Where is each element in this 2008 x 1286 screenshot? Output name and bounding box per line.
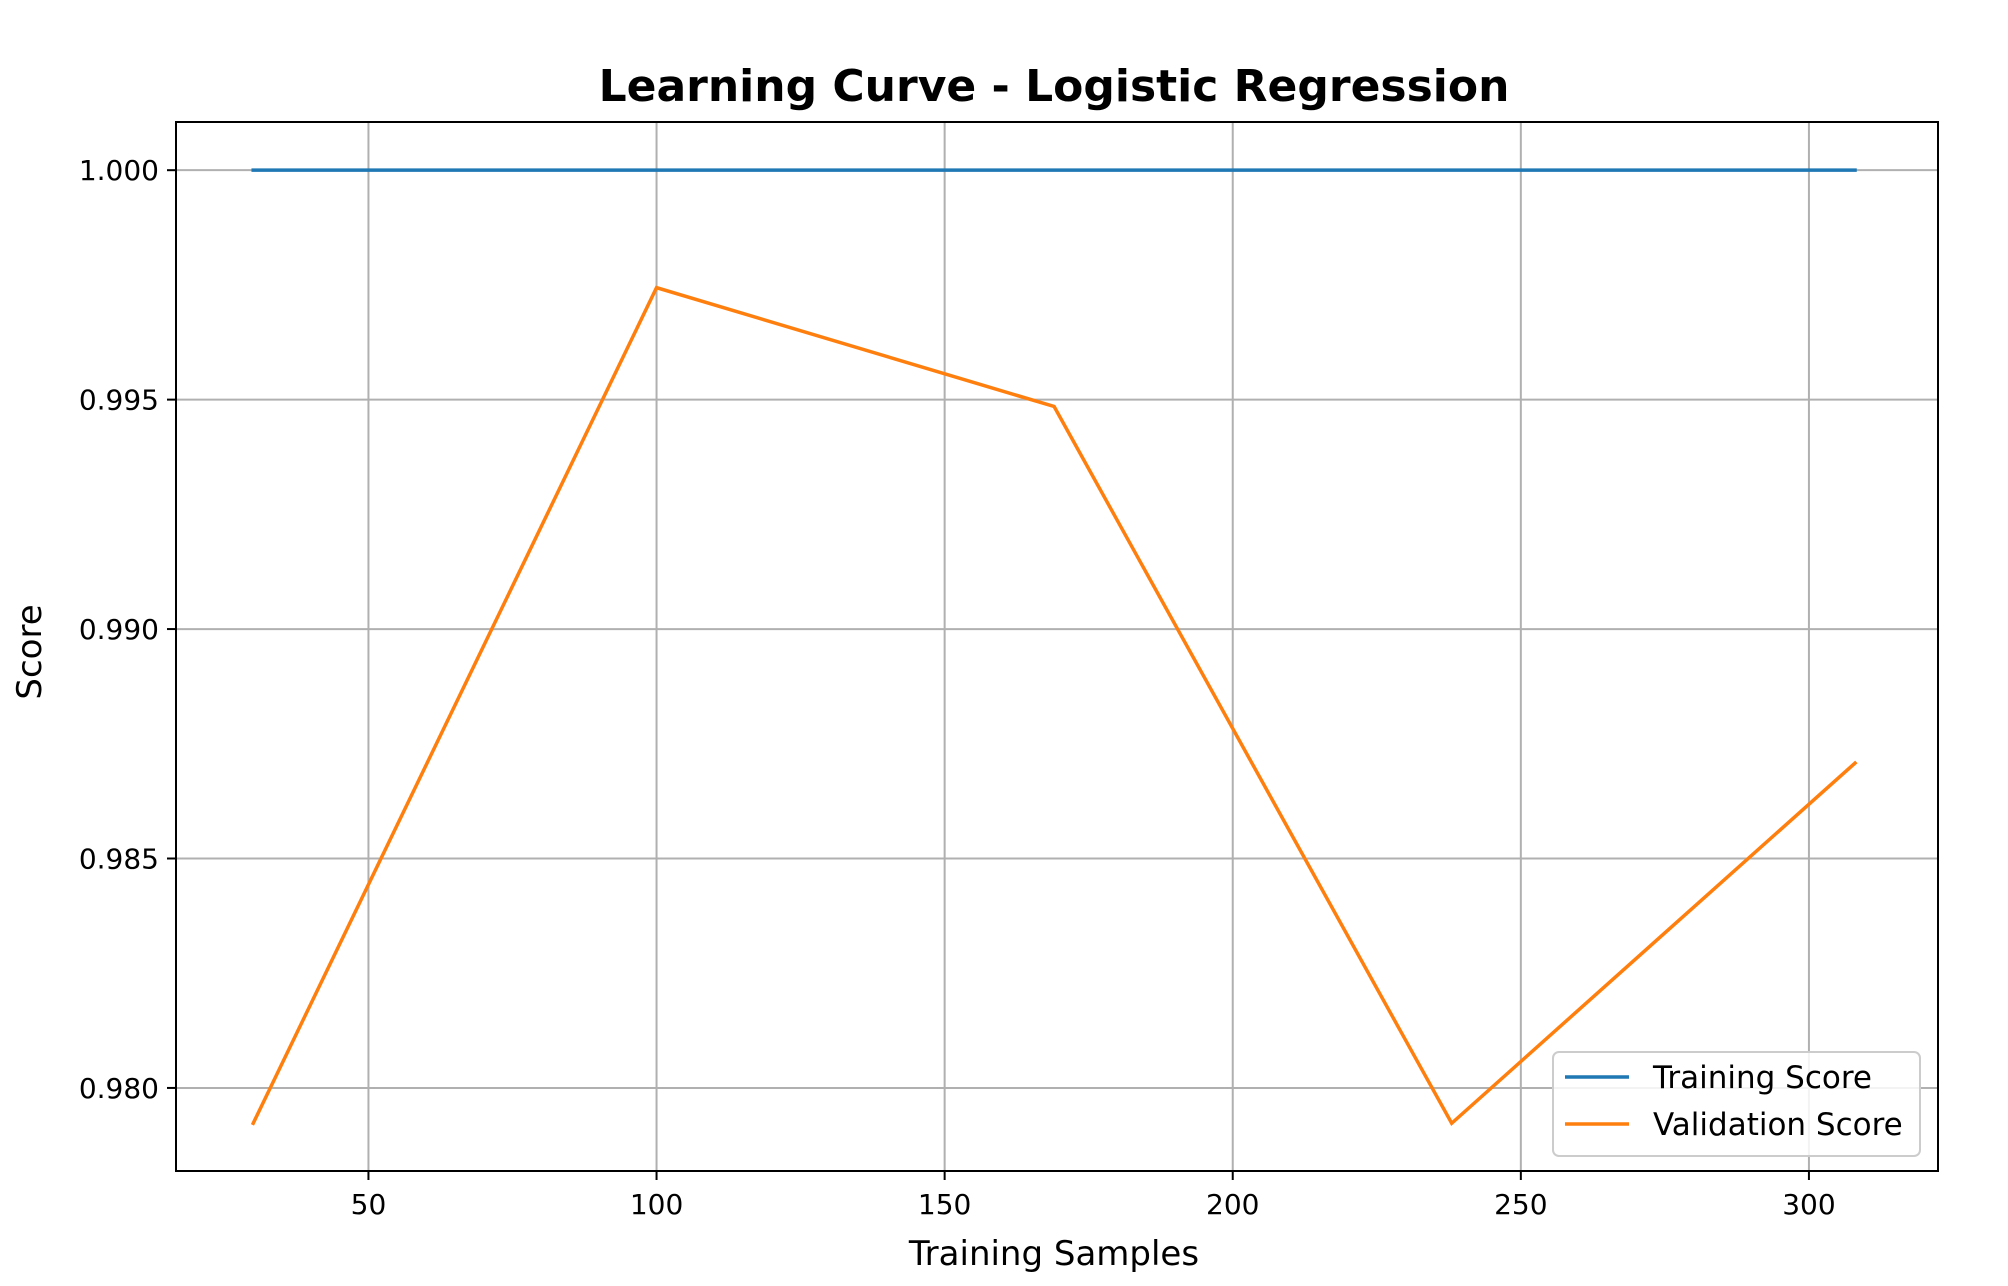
x-tick-label: 150	[918, 1188, 971, 1221]
y-axis-label: Score	[10, 604, 50, 699]
x-tick-label: 50	[351, 1188, 387, 1221]
y-tick-label: 1.000	[79, 154, 159, 187]
legend-label-training-score: Training Score	[1652, 1060, 1872, 1096]
series-layer	[250, 168, 1858, 1127]
legend-label-validation-score: Validation Score	[1653, 1107, 1903, 1143]
series-line-validation-score	[250, 285, 1858, 1127]
x-tick-label: 250	[1494, 1188, 1547, 1221]
x-tick-label: 200	[1206, 1188, 1259, 1221]
y-axis-ticks: 0.980 0.985 0.990 0.995 1.000	[79, 154, 176, 1105]
x-axis-ticks: 50 100 150 200 250 300	[351, 1171, 1836, 1221]
y-tick-label: 0.990	[79, 613, 159, 646]
grid-lines	[176, 122, 1938, 1171]
y-tick-label: 0.980	[79, 1072, 159, 1105]
x-axis-label: Training Samples	[908, 1234, 1199, 1274]
chart-title: Learning Curve - Logistic Regression	[599, 61, 1510, 112]
y-tick-label: 0.985	[79, 843, 159, 876]
legend: Training Score Validation Score	[1552, 1051, 1921, 1157]
y-tick-label: 0.995	[79, 384, 159, 417]
plot-area-frame	[175, 121, 1939, 1172]
legend-box	[1552, 1051, 1921, 1157]
x-tick-label: 300	[1782, 1188, 1835, 1221]
x-tick-label: 100	[630, 1188, 683, 1221]
